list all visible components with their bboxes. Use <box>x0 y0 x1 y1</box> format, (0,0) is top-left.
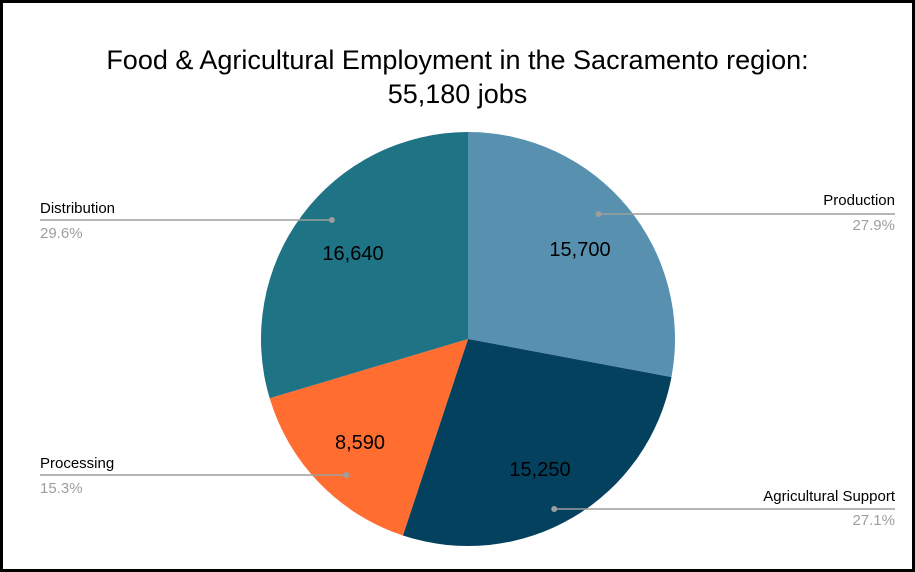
slice-label-production: Production <box>823 192 895 209</box>
slice-value-production: 15,700 <box>549 239 610 261</box>
pie-slice-agricultural-support <box>402 339 672 546</box>
slice-value-distribution: 16,640 <box>322 243 383 265</box>
callout-dot-distribution <box>328 217 335 223</box>
callout-dot-production <box>595 211 602 217</box>
slice-value-processing: 8,590 <box>335 432 385 454</box>
slice-label-agricultural-support: Agricultural Support <box>763 488 896 505</box>
slice-percent-processing: 15.3% <box>40 480 83 497</box>
slice-value-agricultural-support: 15,250 <box>509 459 570 481</box>
slice-percent-distribution: 29.6% <box>40 225 83 242</box>
slice-percent-agricultural-support: 27.1% <box>852 512 895 529</box>
pie-slice-distribution <box>260 132 468 399</box>
slice-label-distribution: Distribution <box>40 200 115 217</box>
chart-title: Food & Agricultural Employment in the Sa… <box>3 43 912 111</box>
callout-dot-agricultural-support <box>551 506 558 512</box>
chart-title-line-2: 55,180 jobs <box>387 79 528 109</box>
pie-slice-production <box>468 132 675 378</box>
callout-dot-processing <box>343 472 350 478</box>
slice-percent-production: 27.9% <box>852 217 895 234</box>
slice-label-processing: Processing <box>40 455 114 472</box>
pie-slice-processing <box>269 339 468 536</box>
chart-title-line-1: Food & Agricultural Employment in the Sa… <box>106 45 809 75</box>
pie-slices <box>260 132 675 546</box>
pie-chart: Production 27.9% 15,700 Agricultural Suppor… <box>40 132 896 546</box>
